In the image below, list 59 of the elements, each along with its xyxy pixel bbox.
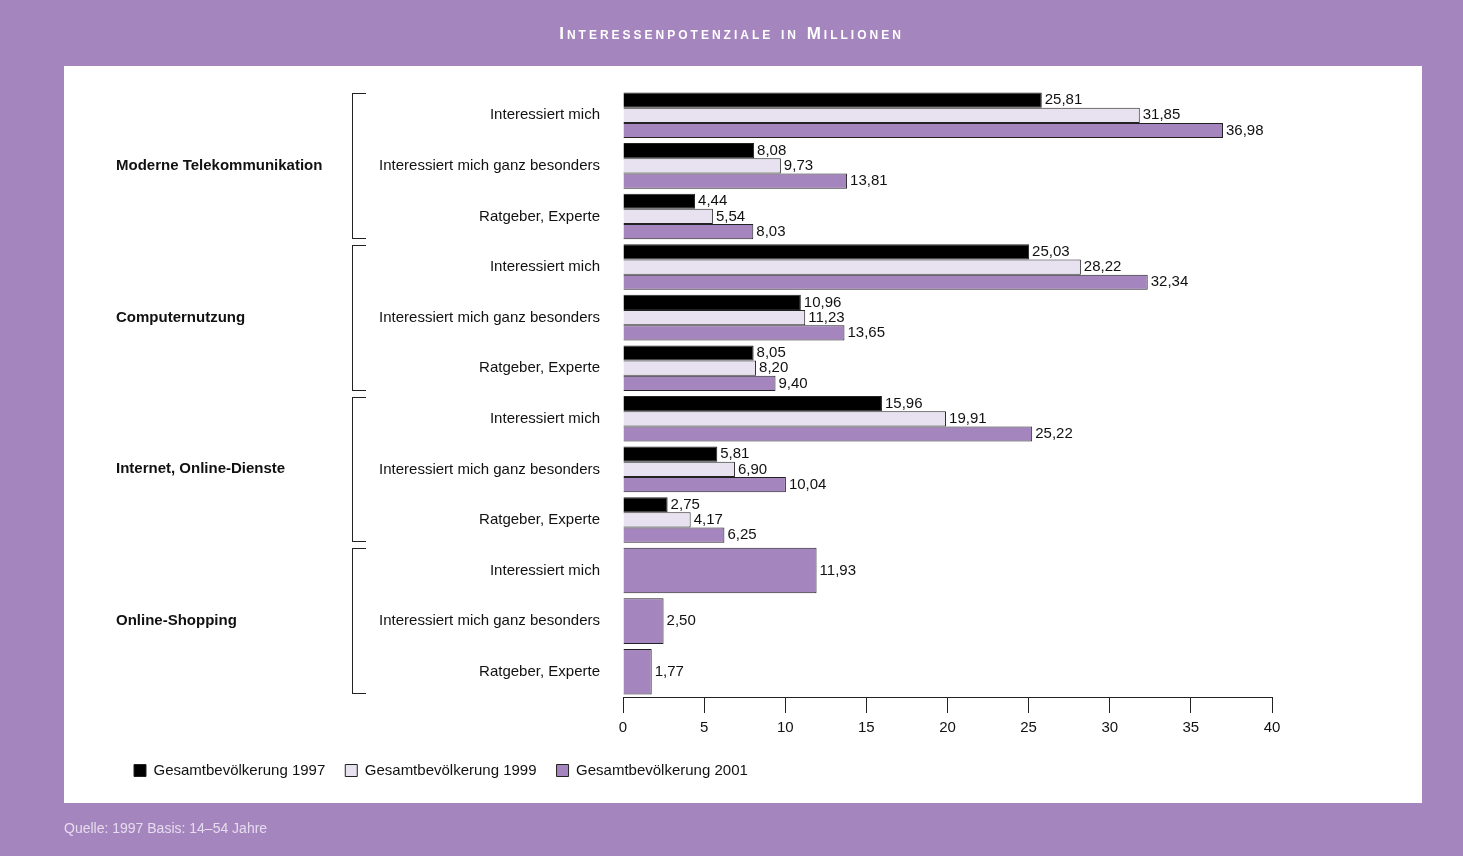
y-tick-label: Interessiert mich ganz besonders: [379, 611, 600, 629]
text: Computernutzung: [116, 307, 246, 325]
legend-label: Gesamtbevölkerung 1997: [153, 760, 326, 778]
data-label: 8,08: [757, 140, 787, 158]
y-tick-label: Interessiert mich ganz besonders: [379, 156, 600, 174]
y-tick-label: Interessiert mich: [489, 105, 600, 123]
data-label: 8,05: [756, 343, 786, 361]
source-note: Quelle: 1997 Basis: 14–54 Jahre: [64, 820, 268, 836]
legend-label: Gesamtbevölkerung 2001: [576, 760, 748, 778]
data-label: 10,96: [803, 292, 842, 310]
x-tick-label: 10: [776, 718, 794, 736]
data-label: 6,90: [737, 459, 768, 477]
data-label: 11,93: [819, 560, 856, 578]
y-tick-label: Interessiert mich ganz besonders: [379, 459, 600, 477]
y-tick-label: Ratgeber, Experte: [479, 661, 600, 679]
y-tick-label: Ratgeber, Experte: [479, 510, 600, 528]
data-label: 36,98: [1226, 120, 1264, 138]
data-label: 9,40: [778, 373, 808, 391]
text: Online-Shopping: [116, 611, 237, 629]
y-tick-label: Interessiert mich: [489, 560, 600, 578]
data-label: 31,85: [1142, 105, 1181, 123]
data-label: 8,20: [759, 358, 789, 376]
x-tick-label: 35: [1182, 718, 1200, 736]
data-label: 13,65: [847, 322, 886, 340]
y-tick-label: Ratgeber, Experte: [479, 358, 600, 376]
data-label: 15,96: [884, 393, 923, 411]
data-label: 5,81: [720, 444, 750, 462]
data-label: 4,17: [693, 510, 723, 528]
chart-title: Interessenpotenziale in Millionen: [558, 24, 905, 44]
data-label: 32,34: [1150, 272, 1189, 290]
y-tick-label: Interessiert mich ganz besonders: [379, 307, 600, 325]
text: Internet, Online-Dienste: [116, 459, 286, 477]
data-label: 28,22: [1083, 257, 1122, 275]
data-label: 5,54: [715, 206, 746, 224]
data-label: 4,44: [698, 191, 728, 209]
x-tick-label: 0: [618, 718, 628, 736]
data-label: 25,81: [1044, 90, 1083, 108]
y-tick-label: Ratgeber, Experte: [479, 206, 600, 224]
data-label: 25,03: [1032, 242, 1070, 260]
x-tick-label: 20: [939, 718, 956, 736]
data-label: 2,75: [670, 494, 700, 512]
data-label: 25,22: [1035, 424, 1073, 442]
x-tick-label: 15: [858, 718, 875, 736]
x-tick-label: 25: [1020, 718, 1037, 736]
data-label: 9,73: [783, 156, 814, 174]
data-label: 19,91: [949, 408, 987, 426]
y-tick-label: Interessiert mich: [489, 257, 600, 275]
x-tick-label: 5: [699, 718, 709, 736]
data-label: 6,25: [727, 525, 757, 543]
x-tick-label: 30: [1101, 718, 1119, 736]
data-label: 13,81: [850, 171, 888, 189]
data-label: 1,77: [654, 661, 684, 679]
data-label: 8,03: [756, 221, 786, 239]
text: Moderne Telekommunikation: [116, 155, 323, 173]
y-tick-label: Interessiert mich: [489, 408, 600, 426]
data-label: 2,50: [666, 611, 696, 629]
data-label: 10,04: [788, 474, 827, 492]
x-tick-label: 40: [1263, 718, 1281, 736]
legend-label: Gesamtbevölkerung 1999: [364, 760, 537, 778]
